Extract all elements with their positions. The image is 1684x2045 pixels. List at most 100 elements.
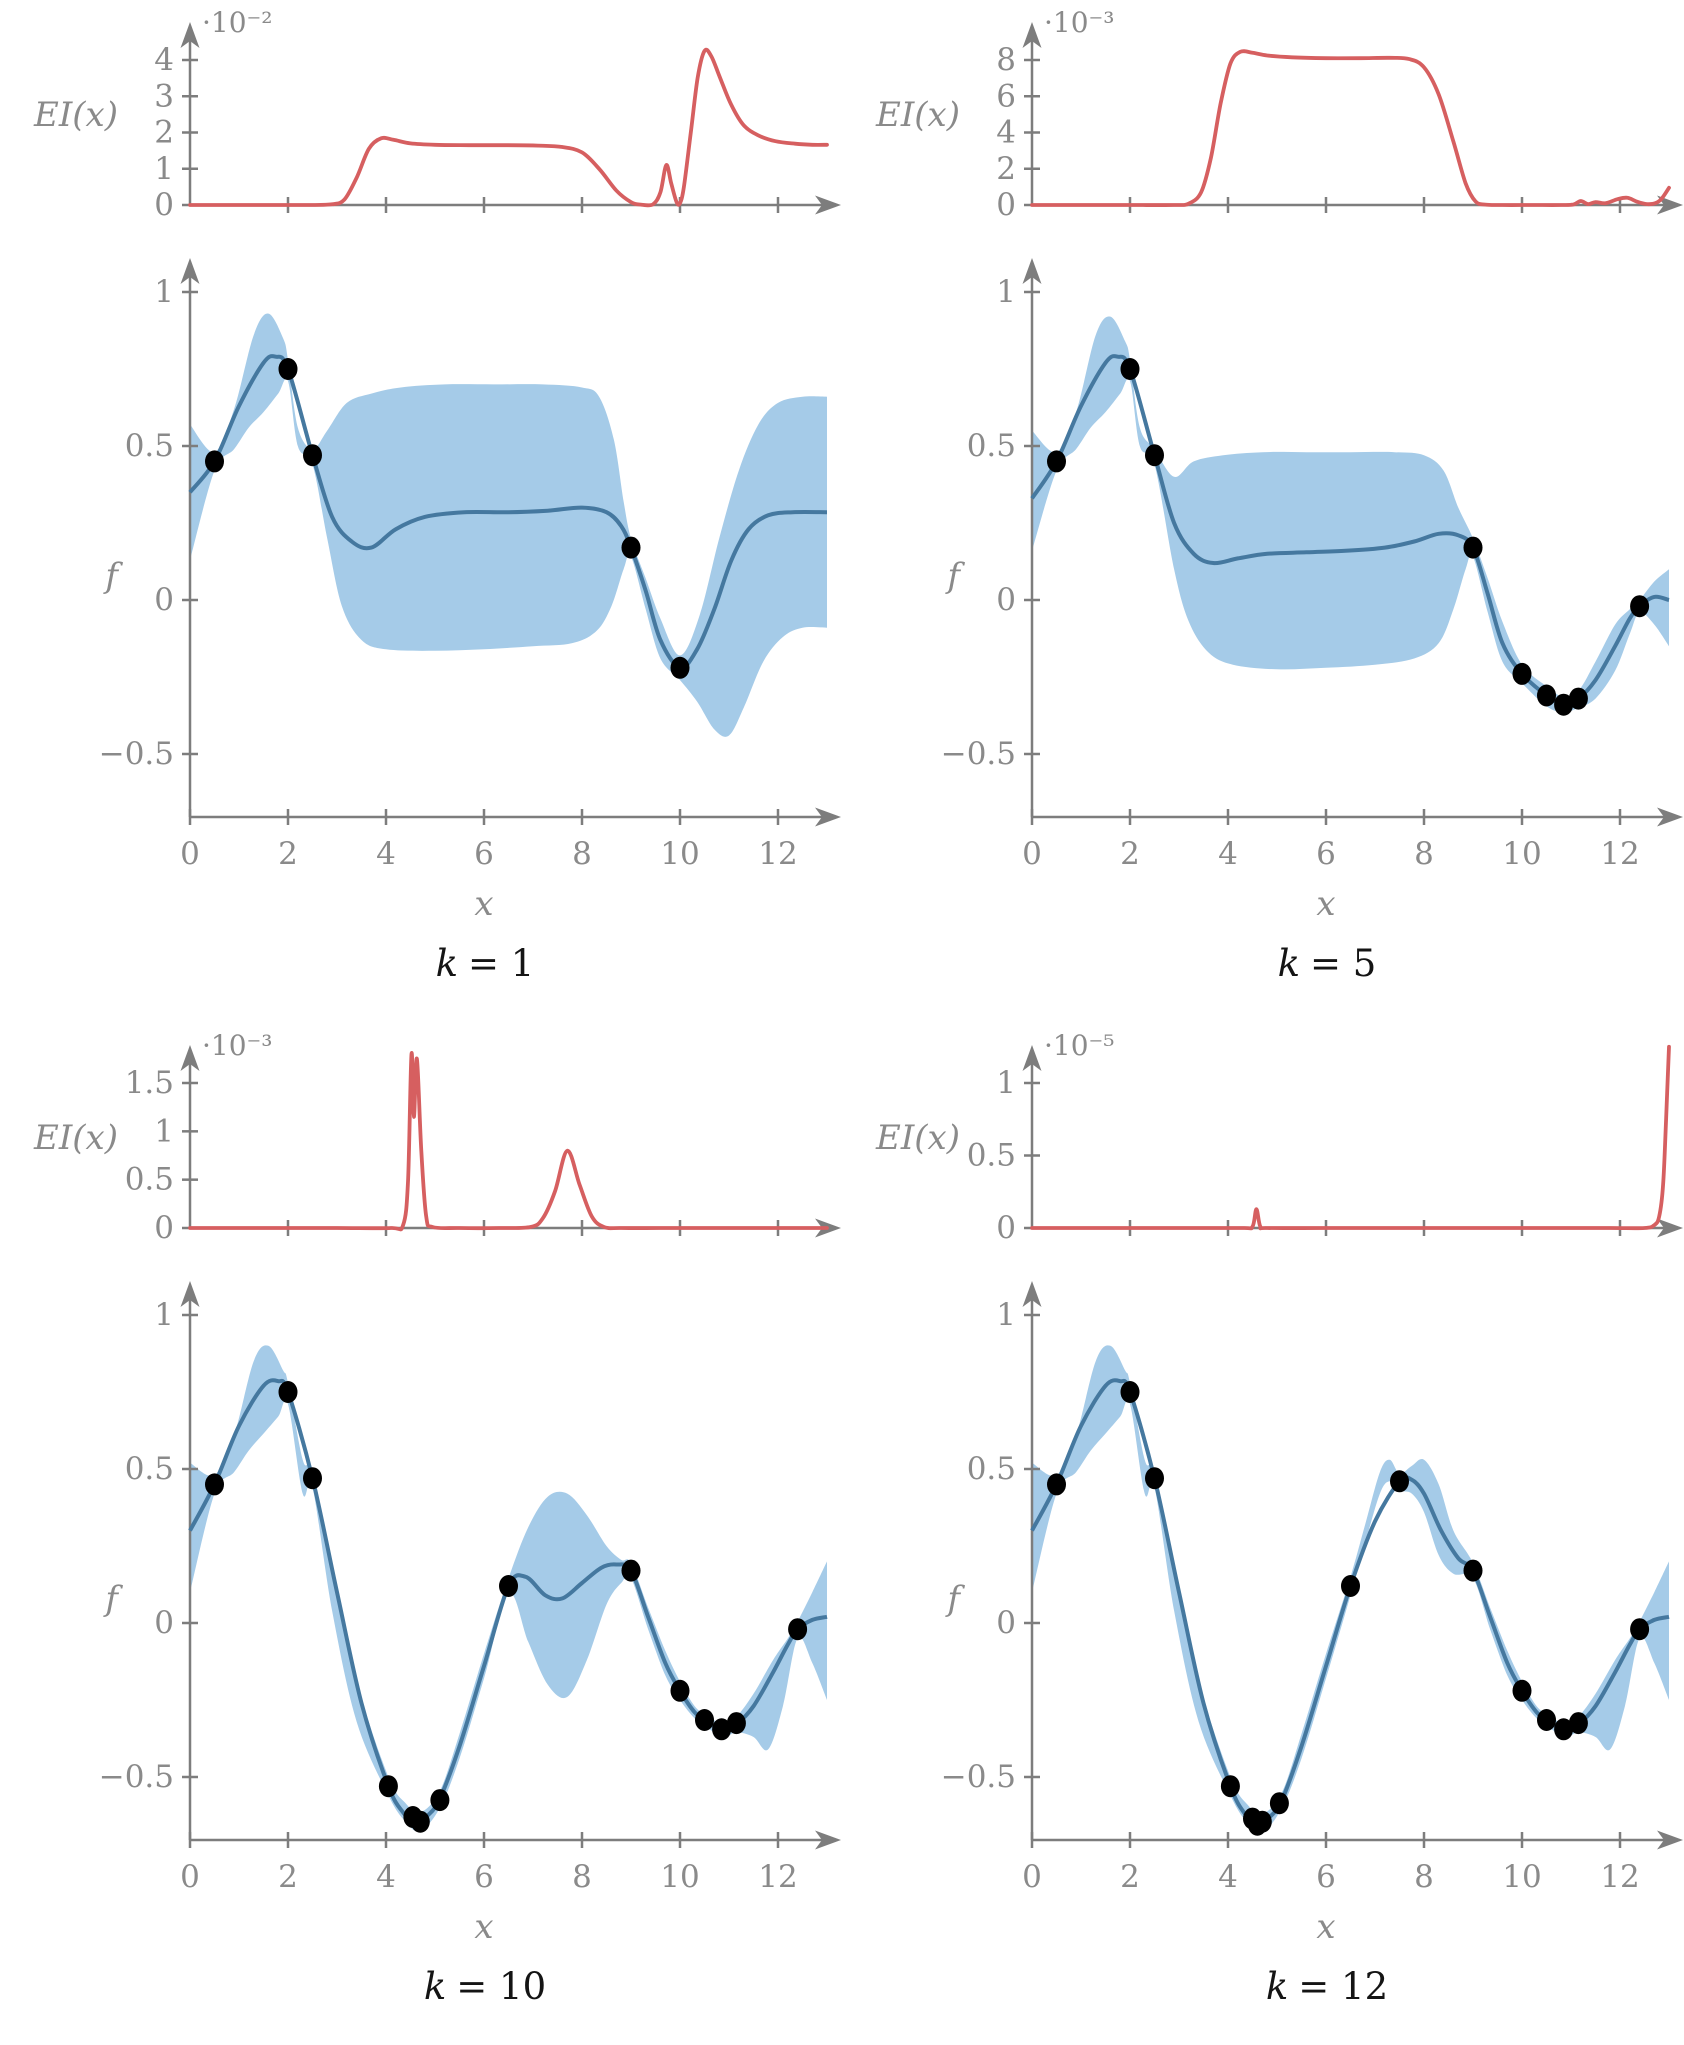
ei-axes bbox=[182, 36, 828, 213]
gp-ytick-label: 0.5 bbox=[967, 428, 1016, 464]
ei-ylabel: EI(x) bbox=[875, 95, 960, 135]
ei-ytick-label: 8 bbox=[996, 42, 1016, 78]
gp-chart-k10: 0 2 4 6 8 10 12 1 0.5 0 −0.5 x f bbox=[99, 1281, 841, 1947]
ei-chart-k10: 0 0.5 1 1.5 ·10⁻³ EI(x) bbox=[33, 1029, 841, 1246]
gp-xtick-label: 4 bbox=[1218, 1859, 1238, 1895]
ei-ytick-label: 1.5 bbox=[125, 1065, 174, 1101]
ei-curve bbox=[188, 1051, 829, 1232]
ei-ylabel: EI(x) bbox=[33, 1118, 118, 1158]
x-axis-arrow-icon bbox=[1657, 1218, 1683, 1238]
gp-ylabel: f bbox=[102, 1579, 123, 1619]
ei-exponent-label: ·10⁻³ bbox=[1044, 6, 1115, 39]
x-axis-arrow-icon bbox=[815, 807, 841, 827]
ei-ytick-label: 0.5 bbox=[967, 1138, 1016, 1174]
ei-ylabel: EI(x) bbox=[875, 1118, 960, 1158]
gp-ytick-label: 0 bbox=[154, 582, 174, 618]
gp-xtick-label: 10 bbox=[1502, 836, 1541, 872]
gp-ytick-label: −0.5 bbox=[941, 1759, 1016, 1795]
gp-xtick-label: 10 bbox=[1502, 1859, 1541, 1895]
gp-xtick-label: 8 bbox=[572, 1859, 592, 1895]
gp-ylabel: f bbox=[944, 556, 965, 596]
gp-xlabel: x bbox=[1316, 1907, 1335, 1947]
ei-ytick-label: 6 bbox=[996, 78, 1016, 114]
y-axis-arrow-icon bbox=[180, 1281, 200, 1307]
gp-ytick-label: −0.5 bbox=[99, 736, 174, 772]
gp-xlabel: x bbox=[1316, 884, 1335, 924]
gp-xtick-label: 2 bbox=[1120, 1859, 1140, 1895]
gp-observation-points bbox=[205, 1381, 808, 1833]
ei-ytick-label: 4 bbox=[154, 42, 174, 78]
ei-axes bbox=[1024, 36, 1670, 213]
gp-xtick-label: 6 bbox=[474, 836, 494, 872]
ei-exponent-label: ·10⁻³ bbox=[202, 1029, 273, 1062]
gp-xtick-label: 8 bbox=[572, 836, 592, 872]
gp-xtick-label: 4 bbox=[1218, 836, 1238, 872]
gp-ylabel: f bbox=[944, 1579, 965, 1619]
gp-ytick-label: 1 bbox=[996, 274, 1016, 310]
gp-xtick-label: 0 bbox=[180, 1859, 200, 1895]
gp-xtick-label: 6 bbox=[1316, 1859, 1336, 1895]
gp-observation-points bbox=[1047, 358, 1650, 716]
caption-variable: k bbox=[1265, 1965, 1289, 2008]
y-axis-arrow-icon bbox=[1022, 22, 1042, 48]
ei-axes bbox=[182, 1059, 828, 1236]
gp-ytick-label: 0.5 bbox=[125, 428, 174, 464]
gp-xtick-label: 2 bbox=[1120, 836, 1140, 872]
x-axis-arrow-icon bbox=[1657, 807, 1683, 827]
gp-ytick-label: 0 bbox=[154, 1605, 174, 1641]
gp-xtick-label: 6 bbox=[1316, 836, 1336, 872]
gp-ytick-label: −0.5 bbox=[941, 736, 1016, 772]
gp-ytick-label: 1 bbox=[996, 1297, 1016, 1333]
gp-observation-points bbox=[1047, 1381, 1650, 1836]
gp-xtick-label: 4 bbox=[376, 1859, 396, 1895]
ei-ytick-label: 3 bbox=[154, 78, 174, 114]
gp-ytick-label: 1 bbox=[154, 1297, 174, 1333]
panel-k10: 0 0.5 1 1.5·10⁻³ EI(x) 0 2 4 6 8 10 12 1 0.5 0 −0.5 x f … bbox=[0, 1023, 842, 2045]
gp-xtick-label: 0 bbox=[180, 836, 200, 872]
gp-xtick-label: 12 bbox=[758, 1859, 797, 1895]
panel-caption: k = 12 bbox=[906, 1965, 1684, 2008]
gp-xtick-label: 2 bbox=[278, 1859, 298, 1895]
gp-ylabel: f bbox=[102, 556, 123, 596]
gp-xtick-label: 10 bbox=[660, 836, 699, 872]
gp-axes bbox=[182, 272, 828, 825]
gp-xtick-label: 2 bbox=[278, 836, 298, 872]
gp-ytick-label: 0 bbox=[996, 1605, 1016, 1641]
gp-chart-k1: 0 2 4 6 8 10 12 1 0.5 0 −0.5 x f bbox=[99, 258, 841, 924]
panel-k1: 0 1 2 3 4·10⁻² EI(x) 0 2 4 6 8 10 12 1 0.5 0 −0.5 x f k = … bbox=[0, 0, 842, 1022]
ei-ytick-label: 2 bbox=[996, 151, 1016, 187]
gp-observation-points bbox=[205, 358, 690, 679]
gp-confidence-band bbox=[190, 313, 827, 737]
gp-xlabel: x bbox=[474, 884, 493, 924]
caption-variable: k bbox=[435, 942, 459, 985]
y-axis-arrow-icon bbox=[1022, 1281, 1042, 1307]
ei-exponent-label: ·10⁻² bbox=[202, 6, 273, 39]
gp-xtick-label: 8 bbox=[1414, 836, 1434, 872]
ei-ytick-label: 1 bbox=[996, 1065, 1016, 1101]
ei-ytick-label: 0 bbox=[154, 187, 174, 223]
x-axis-arrow-icon bbox=[815, 195, 841, 215]
gp-xtick-label: 12 bbox=[1600, 836, 1639, 872]
y-axis-arrow-icon bbox=[180, 22, 200, 48]
ei-ytick-label: 1 bbox=[154, 1113, 174, 1149]
gp-xtick-label: 10 bbox=[660, 1859, 699, 1895]
x-axis-arrow-icon bbox=[1657, 1830, 1683, 1850]
ei-axes bbox=[1024, 1059, 1670, 1236]
caption-variable: k bbox=[423, 1965, 447, 2008]
y-axis-arrow-icon bbox=[180, 1045, 200, 1071]
y-axis-arrow-icon bbox=[1022, 258, 1042, 284]
x-axis-arrow-icon bbox=[815, 1830, 841, 1850]
panel-caption: k = 10 bbox=[64, 1965, 906, 2008]
gp-mean-line bbox=[188, 1378, 828, 1824]
gp-ytick-label: 0 bbox=[996, 582, 1016, 618]
gp-xtick-label: 12 bbox=[1600, 1859, 1639, 1895]
panel-caption: k = 5 bbox=[906, 942, 1684, 985]
ei-ytick-label: 1 bbox=[154, 151, 174, 187]
ei-ytick-label: 0 bbox=[996, 1210, 1016, 1246]
gp-ytick-label: 1 bbox=[154, 274, 174, 310]
panel-caption: k = 1 bbox=[64, 942, 906, 985]
gp-xlabel: x bbox=[474, 1907, 493, 1947]
caption-value: = 5 bbox=[1310, 942, 1377, 985]
